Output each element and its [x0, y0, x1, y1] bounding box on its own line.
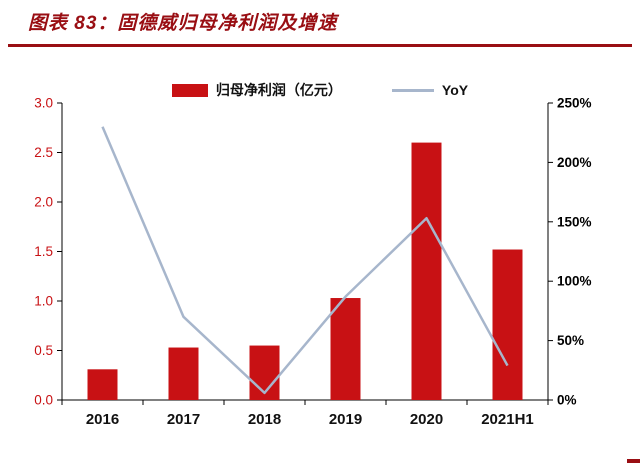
left-axis-tick-label: 2.0: [34, 195, 53, 210]
bar-2016: [87, 369, 118, 400]
left-axis-tick-label: 3.0: [34, 96, 53, 111]
bar-2017: [168, 347, 199, 400]
right-axis-tick-label: 50%: [557, 333, 584, 348]
bar-2019: [330, 298, 361, 400]
chart-canvas: 3.0 2.5 2.0 1.5 1.0 0.5 0.0 250% 200% 150% 100% 50%…: [34, 96, 592, 429]
page-corner-mark: [627, 459, 640, 463]
right-axis-tick-label: 0%: [557, 393, 577, 408]
left-axis-tick-label: 0.5: [34, 343, 53, 358]
right-axis-tick-label: 150%: [557, 214, 592, 229]
right-axis-tick-label: 200%: [557, 155, 592, 170]
left-axis-tick-label: 0.0: [34, 393, 53, 408]
legend-label-net-profit: 归母净利润（亿元）: [215, 82, 342, 98]
x-axis-label: 2018: [248, 411, 281, 428]
x-axis-label: 2016: [86, 411, 119, 428]
chart-legend: 归母净利润（亿元） YoY: [0, 80, 640, 100]
legend-label-yoy: YoY: [441, 82, 469, 98]
x-axis-label: 2020: [410, 411, 443, 428]
left-axis-tick-label: 1.0: [34, 294, 53, 309]
chart: 3.0 2.5 2.0 1.5 1.0 0.5 0.0 250% 200% 150% 100% 50%…: [0, 50, 640, 466]
x-axis-label: 2019: [329, 411, 362, 428]
x-axis-label: 2021H1: [481, 411, 534, 428]
right-axis-tick-label: 250%: [557, 96, 592, 111]
x-axis-label: 2017: [167, 411, 200, 428]
left-axis-tick-label: 1.5: [34, 244, 53, 259]
yoy-line: [101, 126, 509, 395]
right-axis-tick-label: 100%: [557, 274, 592, 289]
bar-2018: [249, 345, 280, 400]
bar-series-swatch: [171, 83, 208, 97]
line-series-swatch: [391, 88, 434, 92]
bar-2020: [411, 142, 442, 400]
left-axis-tick-label: 2.5: [34, 145, 53, 160]
figure-title: 图表 83：固德威归母净利润及增速: [28, 13, 338, 34]
legend-item-net-profit: 归母净利润（亿元）: [171, 80, 342, 100]
title-divider: [8, 44, 632, 47]
bar-2021H1: [492, 249, 523, 400]
legend-item-yoy: YoY: [391, 82, 469, 98]
